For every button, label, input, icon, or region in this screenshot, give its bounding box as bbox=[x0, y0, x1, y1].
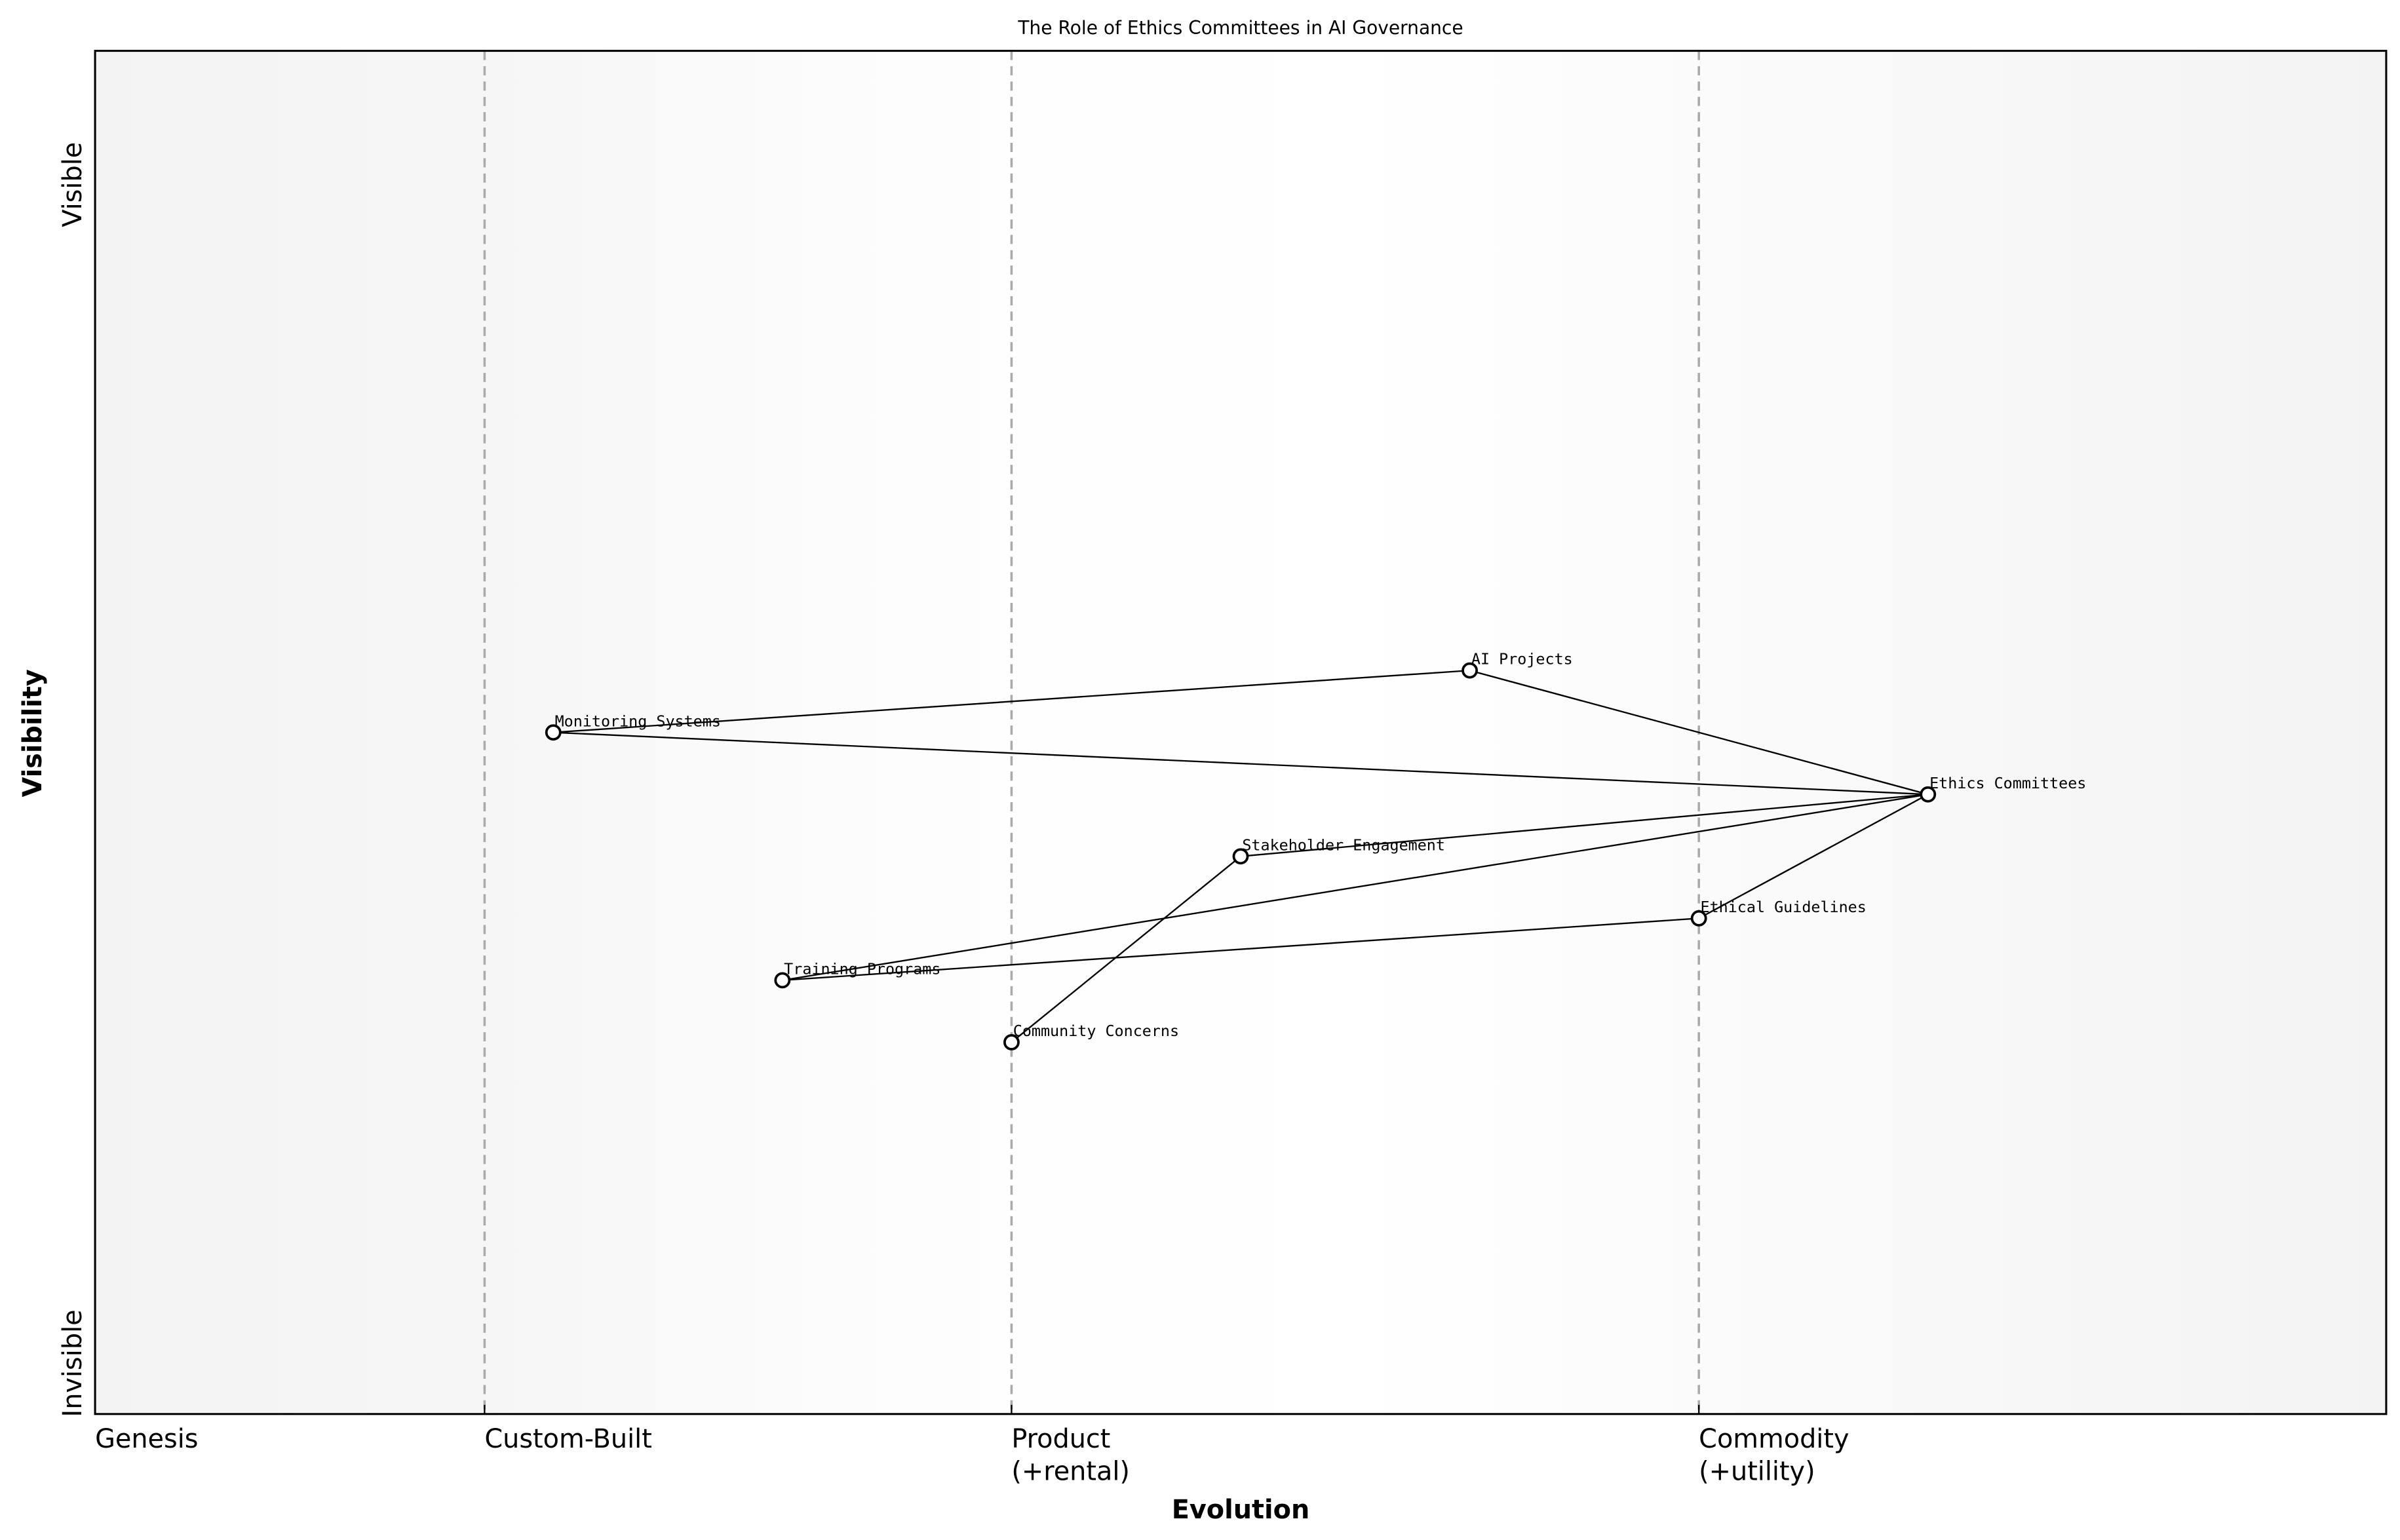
link-line bbox=[782, 917, 1699, 982]
node-marker bbox=[1003, 1034, 1020, 1050]
node-label: Ethics Committees bbox=[1929, 774, 2086, 792]
node-marker bbox=[1232, 848, 1249, 865]
node-label: Ethical Guidelines bbox=[1701, 898, 1867, 916]
node: Stakeholder Engagement bbox=[1232, 836, 1445, 865]
node: Training Programs bbox=[774, 960, 940, 989]
plot-frame bbox=[94, 50, 2388, 1415]
y-label-visible: Visible bbox=[58, 142, 88, 227]
node-marker bbox=[1920, 786, 1937, 803]
x-tick-label: Product (+rental) bbox=[1011, 1424, 1130, 1486]
link-line bbox=[553, 669, 1470, 733]
x-tick-label: Genesis bbox=[95, 1424, 198, 1454]
x-tick-label: Commodity (+utility) bbox=[1699, 1424, 1849, 1486]
node-label: Stakeholder Engagement bbox=[1242, 836, 1445, 854]
link-line bbox=[1469, 669, 1929, 796]
node-marker bbox=[1690, 910, 1707, 927]
node-label: Community Concerns bbox=[1013, 1022, 1179, 1040]
link-line bbox=[782, 794, 1928, 982]
node-marker bbox=[545, 724, 562, 741]
link-line bbox=[1240, 794, 1928, 857]
node: Monitoring Systems bbox=[545, 712, 721, 741]
y-label-invisible: Invisible bbox=[58, 1309, 88, 1417]
plot-area bbox=[95, 50, 2386, 1414]
node-marker bbox=[1461, 662, 1478, 679]
link-line bbox=[553, 731, 1928, 796]
node: Ethical Guidelines bbox=[1690, 898, 1867, 927]
link-line bbox=[1698, 794, 1929, 919]
node-label: AI Projects bbox=[1471, 650, 1573, 668]
link-line bbox=[1011, 855, 1241, 1043]
node: AI Projects bbox=[1461, 650, 1573, 679]
y-axis-label: Visibility bbox=[18, 669, 48, 797]
chart-title: The Role of Ethics Committees in AI Gove… bbox=[1017, 17, 1463, 39]
x-tick-label: Custom-Built bbox=[484, 1424, 651, 1454]
node-marker bbox=[774, 972, 791, 989]
node-label: Training Programs bbox=[784, 960, 940, 978]
node: Ethics Committees bbox=[1920, 774, 2086, 803]
x-axis-label: Evolution bbox=[1172, 1495, 1310, 1525]
node-label: Monitoring Systems bbox=[555, 712, 721, 730]
node: Community Concerns bbox=[1003, 1022, 1179, 1050]
